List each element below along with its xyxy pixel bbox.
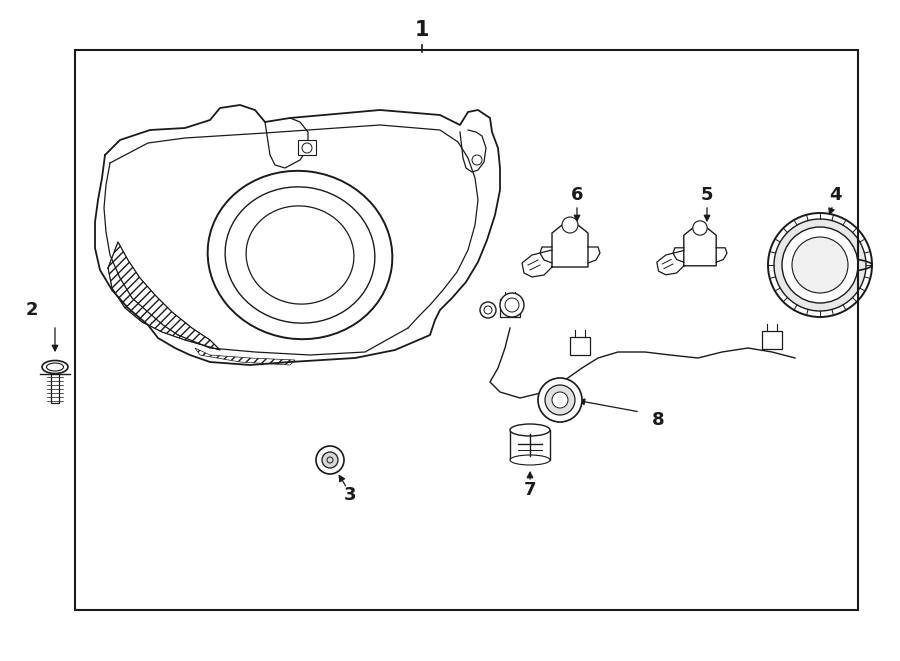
Circle shape [538,378,582,422]
Text: 2: 2 [26,301,38,319]
Circle shape [322,452,338,468]
Circle shape [562,217,578,233]
Circle shape [782,227,858,303]
Circle shape [792,237,848,293]
Bar [500,299,520,317]
Ellipse shape [510,424,550,436]
Circle shape [302,143,312,153]
Circle shape [316,446,344,474]
Text: 8: 8 [652,411,664,429]
Text: 5: 5 [701,186,713,204]
Circle shape [545,385,575,415]
Text: 4: 4 [829,186,842,204]
Text: 7: 7 [524,481,536,499]
Bar [510,430,550,460]
Bar [570,337,590,355]
Circle shape [500,293,524,317]
Bar [762,331,782,349]
Circle shape [552,392,568,408]
Circle shape [693,221,707,235]
Circle shape [768,213,872,317]
Ellipse shape [47,363,64,371]
Bar [298,140,316,155]
Circle shape [480,302,496,318]
Circle shape [774,219,866,311]
Text: 3: 3 [344,486,356,504]
Circle shape [472,155,482,165]
Bar [75,50,858,610]
Ellipse shape [510,455,550,465]
Text: 6: 6 [571,186,583,204]
Text: 1: 1 [415,20,429,40]
Ellipse shape [42,360,68,373]
